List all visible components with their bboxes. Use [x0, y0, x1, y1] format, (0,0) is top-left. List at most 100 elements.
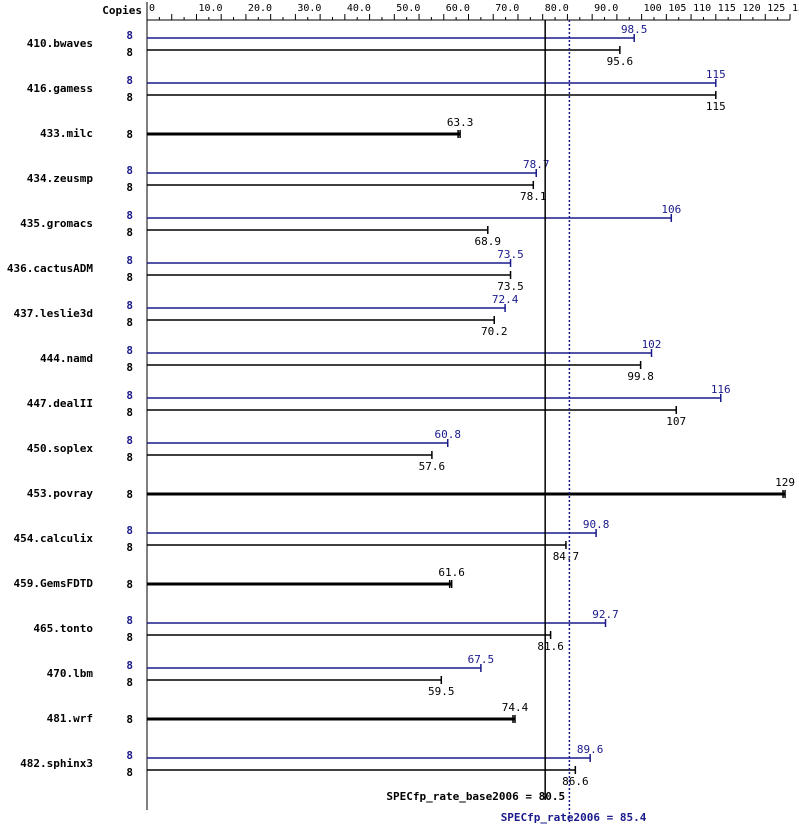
peak-copies-value: 8 — [126, 164, 133, 177]
peak-value-label: 78.7 — [523, 158, 550, 171]
peak-value-label: 90.8 — [583, 518, 610, 531]
benchmark-row: 470.lbm 8 8 67.5 59.5 — [47, 653, 494, 698]
base-copies-value: 8 — [126, 181, 133, 194]
base-copies-value: 8 — [126, 766, 133, 779]
benchmark-name: 453.povray — [27, 487, 94, 500]
peak-summary-label: SPECfp_rate2006 = 85.4 — [501, 811, 647, 824]
x-tick-label: 70.0 — [495, 3, 519, 14]
base-value-label: 57.6 — [419, 460, 446, 473]
benchmark-row: 416.gamess 8 8 115 115 — [27, 68, 726, 113]
base-value-label: 107 — [666, 415, 686, 428]
x-tick-label: 60.0 — [446, 3, 470, 14]
copies-value: 8 — [126, 128, 133, 141]
x-tick-label: 80.0 — [545, 3, 569, 14]
benchmark-row: 410.bwaves 8 8 98.5 95.6 — [27, 23, 648, 68]
copies-value: 8 — [126, 488, 133, 501]
benchmark-name: 436.cactusADM — [7, 262, 93, 275]
benchmark-name: 459.GemsFDTD — [14, 577, 94, 590]
x-tick-label: 120 — [743, 3, 761, 14]
x-tick-label: 90.0 — [594, 3, 618, 14]
x-tick-label: 50.0 — [396, 3, 420, 14]
benchmark-name: 482.sphinx3 — [20, 757, 93, 770]
base-value-label: 84.7 — [553, 550, 580, 563]
base-copies-value: 8 — [126, 406, 133, 419]
base-value-label: 78.1 — [520, 190, 547, 203]
x-tick-label: 130 — [792, 3, 799, 14]
benchmark-name: 435.gromacs — [20, 217, 93, 230]
peak-value-label: 92.7 — [592, 608, 619, 621]
base-copies-value: 8 — [126, 451, 133, 464]
base-value-label: 70.2 — [481, 325, 508, 338]
single-value-label: 74.4 — [502, 701, 529, 714]
base-value-label: 99.8 — [627, 370, 654, 383]
peak-value-label: 106 — [661, 203, 681, 216]
base-value-label: 59.5 — [428, 685, 455, 698]
x-tick-label: 40.0 — [347, 3, 371, 14]
base-copies-value: 8 — [126, 46, 133, 59]
x-tick-label: 105 — [668, 3, 686, 14]
x-tick-label: 125 — [767, 3, 785, 14]
benchmark-row: 447.dealII 8 8 116 107 — [27, 383, 731, 428]
peak-value-label: 116 — [711, 383, 731, 396]
benchmark-name: 465.tonto — [33, 622, 93, 635]
x-tick-label: 100 — [644, 3, 662, 14]
peak-value-label: 98.5 — [621, 23, 648, 36]
base-value-label: 95.6 — [607, 55, 634, 68]
benchmark-row: 435.gromacs 8 8 106 68.9 — [20, 203, 681, 248]
single-value-label: 129 — [775, 476, 795, 489]
copies-header: Copies — [102, 4, 142, 17]
benchmark-row: 437.leslie3d 8 8 72.4 70.2 — [14, 293, 519, 338]
x-tick-label: 10.0 — [198, 3, 222, 14]
x-tick-label: 20.0 — [248, 3, 272, 14]
benchmark-name: 437.leslie3d — [14, 307, 93, 320]
peak-copies-value: 8 — [126, 614, 133, 627]
benchmark-row: 481.wrf 8 74.4 — [47, 701, 529, 726]
base-copies-value: 8 — [126, 361, 133, 374]
peak-copies-value: 8 — [126, 749, 133, 762]
single-value-label: 63.3 — [447, 116, 474, 129]
benchmark-name: 454.calculix — [14, 532, 94, 545]
peak-copies-value: 8 — [126, 254, 133, 267]
benchmark-row: 436.cactusADM 8 8 73.5 73.5 — [7, 248, 524, 293]
benchmark-row: 433.milc 8 63.3 — [40, 116, 473, 141]
copies-value: 8 — [126, 578, 133, 591]
peak-copies-value: 8 — [126, 524, 133, 537]
base-copies-value: 8 — [126, 316, 133, 329]
base-value-label: 86.6 — [562, 775, 589, 788]
base-value-label: 68.9 — [475, 235, 502, 248]
benchmark-name: 444.namd — [40, 352, 93, 365]
peak-copies-value: 8 — [126, 434, 133, 447]
benchmark-name: 470.lbm — [47, 667, 94, 680]
benchmark-row: 459.GemsFDTD 8 61.6 — [14, 566, 465, 591]
peak-copies-value: 8 — [126, 74, 133, 87]
benchmark-name: 416.gamess — [27, 82, 93, 95]
benchmark-name: 433.milc — [40, 127, 93, 140]
peak-value-label: 60.8 — [434, 428, 461, 441]
x-tick-label: 110 — [693, 3, 711, 14]
peak-value-label: 73.5 — [497, 248, 524, 261]
benchmark-row: 465.tonto 8 8 92.7 81.6 — [33, 608, 618, 653]
benchmark-row: 450.soplex 8 8 60.8 57.6 — [27, 428, 461, 473]
peak-copies-value: 8 — [126, 29, 133, 42]
benchmark-name: 410.bwaves — [27, 37, 93, 50]
peak-copies-value: 8 — [126, 659, 133, 672]
benchmark-row: 444.namd 8 8 102 99.8 — [40, 338, 661, 383]
base-summary-label: SPECfp_rate_base2006 = 80.5 — [386, 790, 565, 803]
base-value-label: 115 — [706, 100, 726, 113]
peak-copies-value: 8 — [126, 344, 133, 357]
peak-value-label: 102 — [642, 338, 662, 351]
benchmark-row: 434.zeusmp 8 8 78.7 78.1 — [27, 158, 550, 203]
base-copies-value: 8 — [126, 226, 133, 239]
base-copies-value: 8 — [126, 271, 133, 284]
single-value-label: 61.6 — [438, 566, 465, 579]
peak-value-label: 72.4 — [492, 293, 519, 306]
benchmark-name: 450.soplex — [27, 442, 94, 455]
copies-value: 8 — [126, 713, 133, 726]
summary-lines: SPECfp_rate_base2006 = 80.5 SPECfp_rate20… — [386, 20, 647, 824]
peak-copies-value: 8 — [126, 209, 133, 222]
benchmark-row: 454.calculix 8 8 90.8 84.7 — [14, 518, 610, 563]
benchmark-name: 447.dealII — [27, 397, 93, 410]
